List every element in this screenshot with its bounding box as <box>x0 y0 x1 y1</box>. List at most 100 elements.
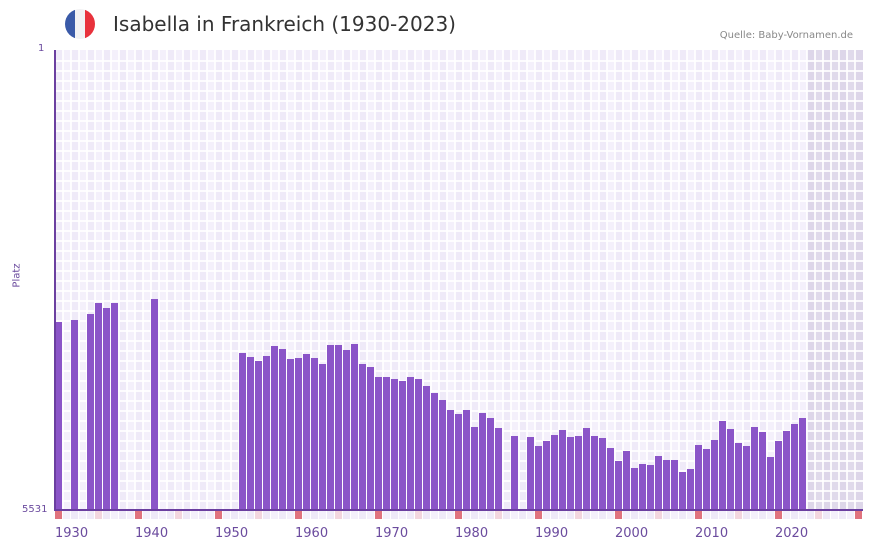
decade-marker <box>535 511 542 519</box>
year-marker <box>791 511 798 519</box>
year-marker <box>447 511 454 519</box>
bar-2021[interactable] <box>783 431 790 510</box>
bar-1961[interactable] <box>303 354 310 510</box>
bar-2003[interactable] <box>639 464 646 510</box>
bar-1992[interactable] <box>551 435 558 510</box>
bar-1932[interactable] <box>71 320 78 510</box>
year-marker <box>311 511 318 519</box>
bar-1972[interactable] <box>391 379 398 510</box>
bar-2013[interactable] <box>719 421 726 510</box>
bar-2015[interactable] <box>735 443 742 510</box>
grid-line-horizontal <box>55 130 863 132</box>
bar-1963[interactable] <box>319 364 326 510</box>
bar-2016[interactable] <box>743 446 750 510</box>
bar-1957[interactable] <box>271 346 278 510</box>
bar-1968[interactable] <box>359 364 366 510</box>
bar-1954[interactable] <box>247 357 254 510</box>
bar-2023[interactable] <box>799 418 806 510</box>
bar-1991[interactable] <box>543 441 550 510</box>
bar-1960[interactable] <box>295 358 302 510</box>
bar-2014[interactable] <box>727 429 734 510</box>
bar-1981[interactable] <box>463 410 470 510</box>
year-marker <box>679 511 686 519</box>
bar-1962[interactable] <box>311 358 318 510</box>
bar-2001[interactable] <box>623 451 630 510</box>
year-marker <box>751 511 758 519</box>
bar-1974[interactable] <box>407 377 414 510</box>
bar-1970[interactable] <box>375 377 382 510</box>
bar-2006[interactable] <box>663 460 670 510</box>
x-axis-labels: 1930 1940 1950 1960 1970 1980 1990 2000 2010 2020 <box>55 526 873 546</box>
france-flag-icon <box>65 9 95 39</box>
year-marker <box>503 511 510 519</box>
year-marker <box>847 511 854 519</box>
bar-1973[interactable] <box>399 381 406 510</box>
bar-1998[interactable] <box>599 438 606 510</box>
grid-line-vertical <box>350 50 352 510</box>
bar-1969[interactable] <box>367 367 374 510</box>
bar-1966[interactable] <box>343 350 350 510</box>
bar-1937[interactable] <box>111 303 118 510</box>
bar-2002[interactable] <box>631 468 638 510</box>
bar-1953[interactable] <box>239 353 246 510</box>
bar-2019[interactable] <box>767 457 774 510</box>
bar-1989[interactable] <box>527 437 534 510</box>
bar-2017[interactable] <box>751 427 758 510</box>
bar-1956[interactable] <box>263 356 270 510</box>
bar-1980[interactable] <box>455 414 462 510</box>
bar-1996[interactable] <box>583 428 590 510</box>
bar-2005[interactable] <box>655 456 662 510</box>
bar-2011[interactable] <box>703 449 710 510</box>
year-marker <box>431 511 438 519</box>
bar-1985[interactable] <box>495 428 502 510</box>
grid-line-horizontal <box>55 170 863 172</box>
bar-1965[interactable] <box>335 345 342 510</box>
bar-1934[interactable] <box>87 314 94 510</box>
bar-1993[interactable] <box>559 430 566 510</box>
bar-2020[interactable] <box>775 441 782 510</box>
bar-1975[interactable] <box>415 379 422 510</box>
year-marker <box>271 511 278 519</box>
bar-1990[interactable] <box>535 446 542 510</box>
bar-1930[interactable] <box>55 322 62 510</box>
grid-line-horizontal <box>55 310 863 312</box>
bar-1976[interactable] <box>423 386 430 510</box>
bar-1982[interactable] <box>471 427 478 510</box>
bar-1977[interactable] <box>431 393 438 510</box>
grid-line-vertical <box>206 50 208 510</box>
bar-2008[interactable] <box>679 472 686 510</box>
bar-1936[interactable] <box>103 308 110 510</box>
bar-1971[interactable] <box>383 377 390 510</box>
bar-1994[interactable] <box>567 437 574 510</box>
grid-line-vertical <box>374 50 376 510</box>
bar-2004[interactable] <box>647 465 654 510</box>
bar-1964[interactable] <box>327 345 334 510</box>
year-marker <box>367 511 374 519</box>
bar-1959[interactable] <box>287 359 294 510</box>
bar-1978[interactable] <box>439 400 446 510</box>
bar-2010[interactable] <box>695 445 702 510</box>
bar-1997[interactable] <box>591 436 598 510</box>
bar-1995[interactable] <box>575 436 582 510</box>
bar-1958[interactable] <box>279 349 286 510</box>
bar-1999[interactable] <box>607 448 614 510</box>
chart-title: Isabella in Frankreich (1930-2023) <box>113 12 456 36</box>
year-marker <box>663 511 670 519</box>
bar-2012[interactable] <box>711 440 718 510</box>
bar-2007[interactable] <box>671 460 678 510</box>
bar-1967[interactable] <box>351 344 358 510</box>
grid-line-vertical <box>462 50 464 510</box>
bar-1935[interactable] <box>95 303 102 510</box>
bar-2000[interactable] <box>615 461 622 510</box>
year-marker <box>607 511 614 519</box>
bar-2022[interactable] <box>791 424 798 510</box>
bar-2018[interactable] <box>759 432 766 510</box>
bar-1955[interactable] <box>255 361 262 510</box>
bar-2009[interactable] <box>687 469 694 510</box>
bar-1979[interactable] <box>447 410 454 510</box>
bar-1984[interactable] <box>487 418 494 510</box>
bar-1987[interactable] <box>511 436 518 510</box>
year-marker <box>631 511 638 519</box>
bar-1983[interactable] <box>479 413 486 510</box>
bar-1942[interactable] <box>151 299 158 510</box>
